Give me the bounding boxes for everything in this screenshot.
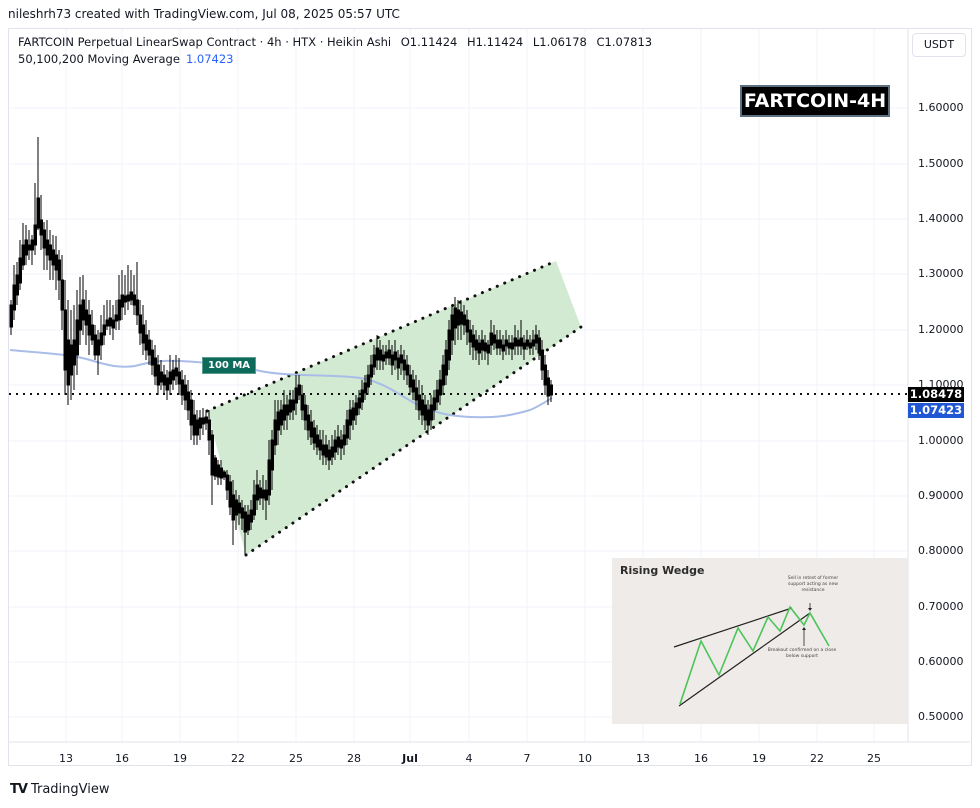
y-tick-label: 1.30000 bbox=[918, 267, 964, 280]
x-tick-label: 16 bbox=[115, 752, 129, 765]
wedge-diagram bbox=[673, 603, 830, 707]
indicator-name: 50,100,200 Moving Average bbox=[18, 52, 180, 66]
y-tick-label: 1.00000 bbox=[918, 434, 964, 447]
chart-credit: nileshrh73 created with TradingView.com,… bbox=[8, 7, 400, 21]
symbol-legend[interactable]: FARTCOIN Perpetual LinearSwap Contract ·… bbox=[18, 35, 658, 49]
y-tick-label: 1.20000 bbox=[918, 323, 964, 336]
x-tick-label: 7 bbox=[523, 752, 531, 765]
y-tick-label: 0.70000 bbox=[918, 600, 964, 613]
indicator-value: 1.07423 bbox=[185, 52, 234, 66]
y-tick-label: 1.40000 bbox=[918, 212, 964, 225]
inset-note-retest: Sell in retest of former support acting … bbox=[787, 576, 839, 593]
tradingview-logo[interactable]: TV TradingView bbox=[10, 782, 109, 797]
low-value: L1.06178 bbox=[532, 35, 587, 49]
inset-note-breakout: Breakout confirmed on a close below supp… bbox=[767, 648, 837, 659]
y-tick-label: 0.90000 bbox=[918, 489, 964, 502]
x-tick-label: 13 bbox=[636, 752, 650, 765]
tradingview-logo-icon: TV bbox=[10, 782, 28, 797]
y-tick-label: 1.60000 bbox=[918, 101, 964, 114]
y-tick-label: 0.80000 bbox=[918, 544, 964, 557]
rising-channel-fill bbox=[207, 261, 581, 555]
candles bbox=[9, 137, 553, 555]
ma-100-label: 100 MA bbox=[202, 357, 257, 374]
x-tick-label: 28 bbox=[347, 752, 361, 765]
x-tick-label: 19 bbox=[752, 752, 766, 765]
x-tick-label: Jul bbox=[402, 752, 418, 765]
x-tick-label: 25 bbox=[289, 752, 303, 765]
x-tick-label: 22 bbox=[231, 752, 245, 765]
channel-lower-line bbox=[244, 325, 583, 557]
y-tick-label: 1.50000 bbox=[918, 157, 964, 170]
x-tick-label: 25 bbox=[867, 752, 881, 765]
x-tick-label: 22 bbox=[810, 752, 824, 765]
title-badge: FARTCOIN-4H bbox=[740, 85, 890, 117]
close-value: C1.07813 bbox=[596, 35, 653, 49]
x-tick-label: 10 bbox=[578, 752, 592, 765]
y-tick-label: 0.60000 bbox=[918, 655, 964, 668]
ohlc-values: O1.11424 H1.11424 L1.06178 C1.07813 bbox=[401, 35, 658, 49]
channel-upper-line bbox=[205, 259, 558, 413]
inset-title: Rising Wedge bbox=[620, 564, 705, 577]
open-value: O1.11424 bbox=[400, 35, 458, 49]
currency-button[interactable]: USDT bbox=[912, 33, 966, 57]
ma-100-line bbox=[9, 349, 553, 419]
x-tick-label: 16 bbox=[694, 752, 708, 765]
ma-price-tag: 1.07423 bbox=[908, 403, 964, 418]
x-tick-label: 4 bbox=[465, 752, 473, 765]
x-tick-label: 19 bbox=[173, 752, 187, 765]
y-tick-label: 0.50000 bbox=[918, 710, 964, 723]
indicator-legend[interactable]: 50,100,200 Moving Average 1.07423 bbox=[18, 52, 234, 66]
high-value: H1.11424 bbox=[467, 35, 524, 49]
x-tick-label: 13 bbox=[59, 752, 73, 765]
symbol-description: FARTCOIN Perpetual LinearSwap Contract ·… bbox=[18, 35, 392, 49]
last-price-tag: 1.08478 bbox=[908, 387, 964, 402]
tradingview-logo-text: TradingView bbox=[30, 782, 110, 797]
rising-wedge-inset: Rising Wedge Sell in retest of former su… bbox=[612, 558, 908, 724]
